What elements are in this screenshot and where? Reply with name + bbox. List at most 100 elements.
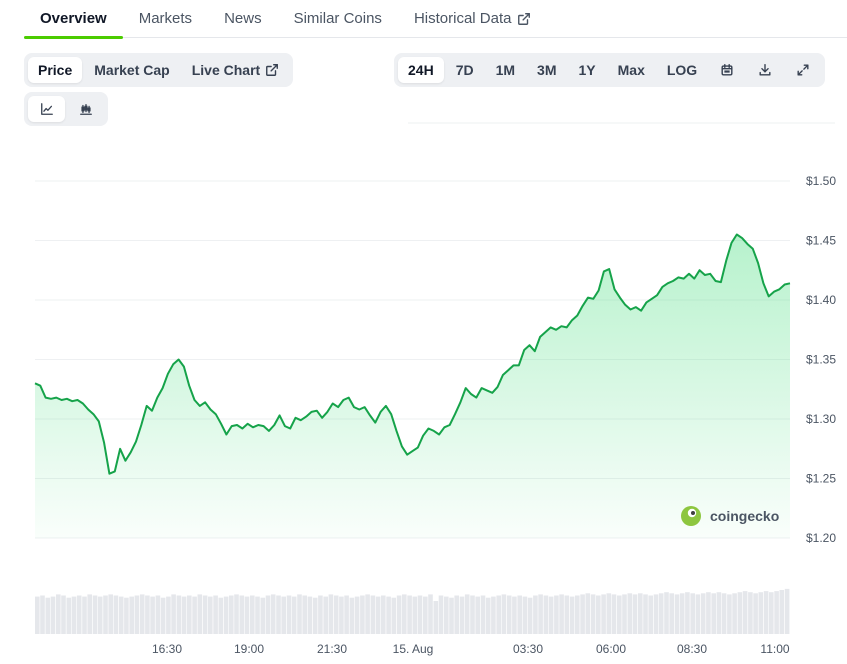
tab-markets[interactable]: Markets — [123, 0, 208, 38]
volume-bar — [270, 594, 276, 634]
range-label: 3M — [537, 62, 557, 78]
volume-bar — [176, 595, 182, 634]
calendar-icon — [721, 64, 733, 76]
volume-bar — [255, 596, 260, 634]
volume-bar — [145, 595, 150, 634]
volume-bar — [118, 596, 124, 634]
line-chart-button[interactable] — [28, 96, 65, 122]
volume-bar — [45, 597, 51, 634]
range-7d-button[interactable]: 7D — [446, 57, 484, 83]
range-1m-button[interactable]: 1M — [486, 57, 525, 83]
x-tick-label: 21:30 — [317, 642, 347, 656]
volume-bar — [166, 596, 171, 634]
tab-historical-data[interactable]: Historical Data — [398, 0, 548, 38]
volume-bar — [82, 596, 87, 634]
range-1y-button[interactable]: 1Y — [569, 57, 606, 83]
nav-tabs: Overview Markets News Similar Coins Hist… — [24, 0, 847, 39]
volume-bar — [40, 595, 45, 634]
volume-bar — [653, 594, 659, 634]
candlestick-chart-button[interactable] — [67, 96, 104, 122]
volume-bar — [690, 593, 695, 634]
coingecko-watermark: coingecko — [681, 506, 779, 526]
x-tick-label: 15. Aug — [393, 642, 434, 656]
volume-bar — [727, 594, 732, 634]
volume-bar — [129, 596, 134, 634]
range-label: 1M — [495, 62, 516, 78]
range-label: LOG — [666, 62, 698, 78]
volume-bar — [596, 595, 601, 634]
volume-bar — [61, 595, 66, 634]
range-24h-button[interactable]: 24H — [398, 57, 444, 83]
market-cap-button[interactable]: Market Cap — [84, 57, 179, 83]
tab-news[interactable]: News — [208, 0, 278, 38]
volume-bar — [360, 595, 365, 634]
volume-bar — [506, 595, 512, 634]
volume-bar — [742, 591, 748, 634]
volume-bars — [35, 588, 790, 634]
live-chart-button[interactable]: Live Chart — [182, 57, 289, 83]
price-button[interactable]: Price — [28, 57, 83, 83]
volume-bar — [606, 593, 612, 634]
volume-bar — [706, 592, 711, 634]
volume-bar — [470, 595, 475, 634]
range-label: 7D — [455, 62, 474, 78]
volume-bar — [485, 597, 491, 634]
volume-bar — [92, 595, 98, 634]
volume-bar — [548, 596, 554, 634]
tab-label: Markets — [138, 10, 193, 27]
y-tick-label: $1.45 — [806, 234, 836, 248]
range-label: 24H — [408, 62, 434, 78]
line-chart-icon — [40, 103, 53, 115]
range-3m-button[interactable]: 3M — [527, 57, 566, 83]
volume-bar — [648, 595, 653, 634]
volume-bar — [617, 595, 622, 634]
expand-icon — [797, 64, 809, 76]
volume-bar — [87, 594, 92, 634]
volume-bar — [160, 597, 166, 634]
volume-bar — [669, 593, 674, 634]
volume-bar — [307, 596, 313, 634]
volume-bar — [402, 594, 407, 634]
volume-bar — [56, 594, 61, 634]
volume-bar — [763, 591, 769, 634]
volume-bar — [396, 595, 402, 634]
volume-bar — [454, 595, 459, 634]
volume-bar — [265, 595, 271, 634]
download-button[interactable] — [747, 57, 783, 83]
price-line — [34, 233, 791, 475]
volume-bar — [700, 593, 706, 634]
volume-bar — [66, 597, 72, 634]
calendar-button[interactable] — [709, 57, 745, 83]
volume-bar — [575, 595, 580, 634]
volume-bar — [134, 595, 140, 634]
volume-bar — [208, 596, 213, 634]
volume-bar — [695, 594, 701, 634]
tab-overview[interactable]: Overview — [24, 0, 123, 39]
volume-bar — [438, 595, 444, 634]
volume-bar — [480, 595, 486, 634]
volume-bar — [171, 594, 176, 634]
volume-bar — [632, 594, 638, 634]
volume-bar — [464, 594, 470, 634]
log-scale-button[interactable]: LOG — [657, 57, 707, 83]
x-tick-label: 19:00 — [234, 642, 264, 656]
volume-bar — [108, 594, 113, 634]
volume-bar — [533, 595, 538, 634]
volume-bar — [428, 594, 433, 634]
y-tick-label: $1.20 — [806, 531, 836, 545]
tab-similar-coins[interactable]: Similar Coins — [278, 0, 398, 38]
fullscreen-button[interactable] — [785, 57, 821, 83]
volume-bar — [318, 595, 323, 634]
volume-bar — [664, 592, 669, 634]
y-axis: $1.50 $1.45 $1.40 $1.35 $1.30 $1.25 $1.20 — [806, 174, 836, 545]
volume-bar — [721, 593, 727, 634]
y-tick-label: $1.40 — [806, 293, 836, 307]
range-max-button[interactable]: Max — [608, 57, 655, 83]
volume-bar — [459, 596, 465, 634]
volume-bar — [501, 594, 507, 634]
volume-bar — [71, 596, 77, 634]
volume-bar — [333, 595, 339, 634]
tab-label: Overview — [40, 10, 107, 27]
y-tick-label: $1.30 — [806, 412, 836, 426]
